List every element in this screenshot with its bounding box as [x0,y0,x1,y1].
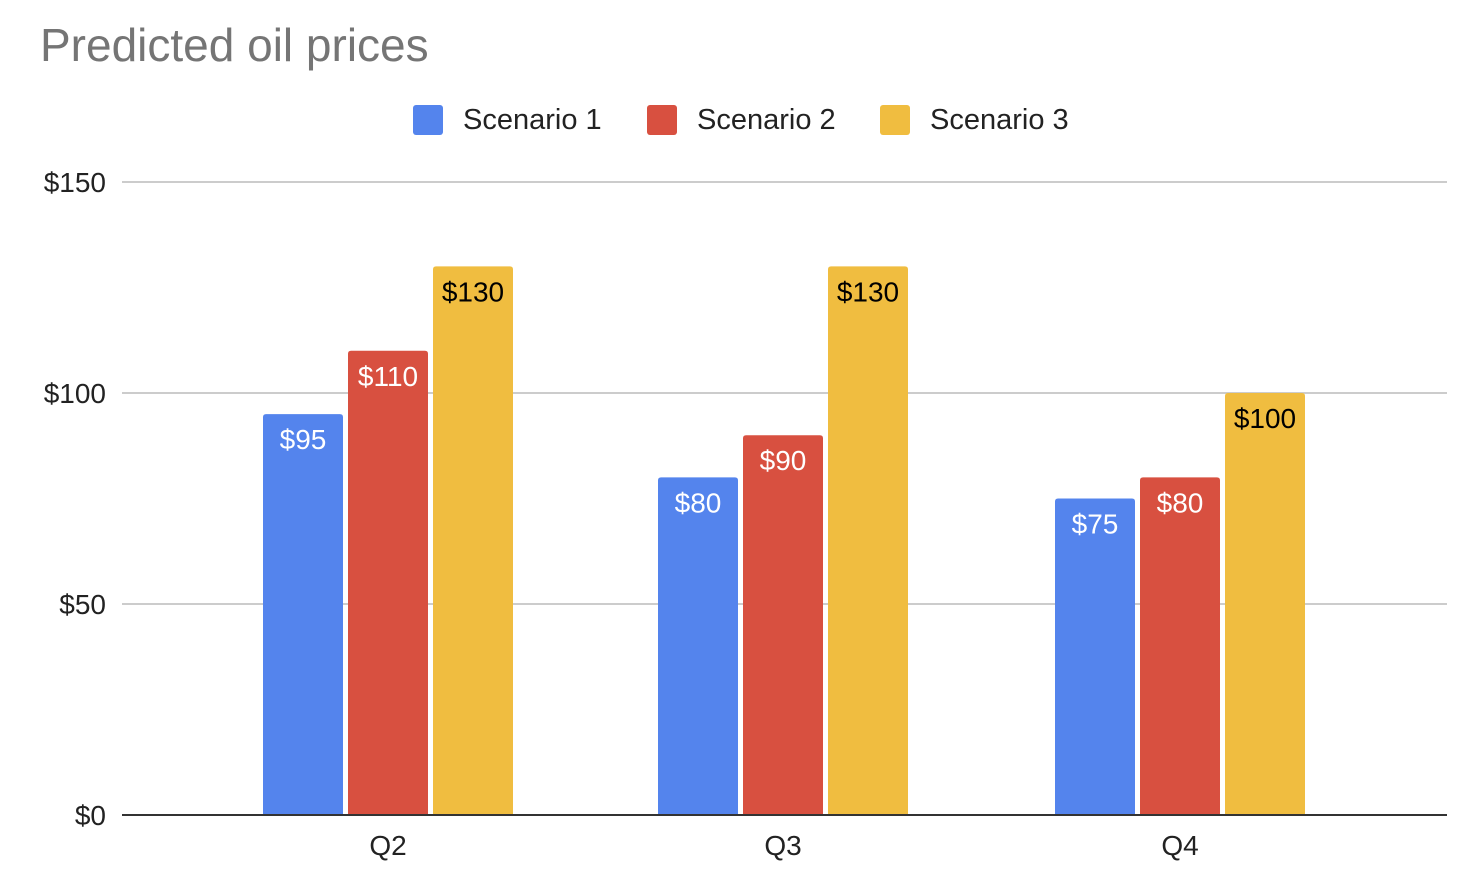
x-tick-label: Q4 [1161,830,1198,861]
bar [658,477,738,815]
chart-legend: Scenario 1 Scenario 2 Scenario 3 [0,100,1474,140]
legend-label-scenario-1: Scenario 1 [463,103,602,136]
data-label: $130 [442,276,504,307]
bar [1140,477,1220,815]
bar [828,266,908,815]
y-tick-label: $50 [59,589,106,620]
data-label: $80 [1157,487,1204,518]
x-tick-label: Q3 [764,830,801,861]
data-label: $110 [358,361,418,392]
bar [743,435,823,815]
y-tick-label: $150 [44,167,106,198]
bar [433,266,513,815]
data-label: $95 [280,424,327,455]
x-tick-label: Q2 [369,830,406,861]
y-tick-label: $0 [75,800,106,831]
bar [1225,393,1305,815]
bar [263,414,343,815]
legend-item-scenario-1[interactable]: Scenario 1 [413,100,602,140]
data-label: $130 [837,276,899,307]
chart-title: Predicted oil prices [40,19,429,71]
y-tick-label: $100 [44,378,106,409]
data-label: $75 [1072,509,1119,540]
data-label: $90 [760,445,807,476]
bar [348,350,428,815]
data-label: $100 [1234,403,1296,434]
bar [1055,498,1135,815]
legend-swatch-scenario-1 [413,105,443,135]
data-label: $80 [675,487,722,518]
legend-swatch-scenario-2 [647,105,677,135]
legend-swatch-scenario-3 [880,105,910,135]
legend-item-scenario-2[interactable]: Scenario 2 [647,100,836,140]
legend-label-scenario-3: Scenario 3 [930,103,1069,136]
legend-label-scenario-2: Scenario 2 [697,103,836,136]
legend-item-scenario-3[interactable]: Scenario 3 [880,100,1069,140]
